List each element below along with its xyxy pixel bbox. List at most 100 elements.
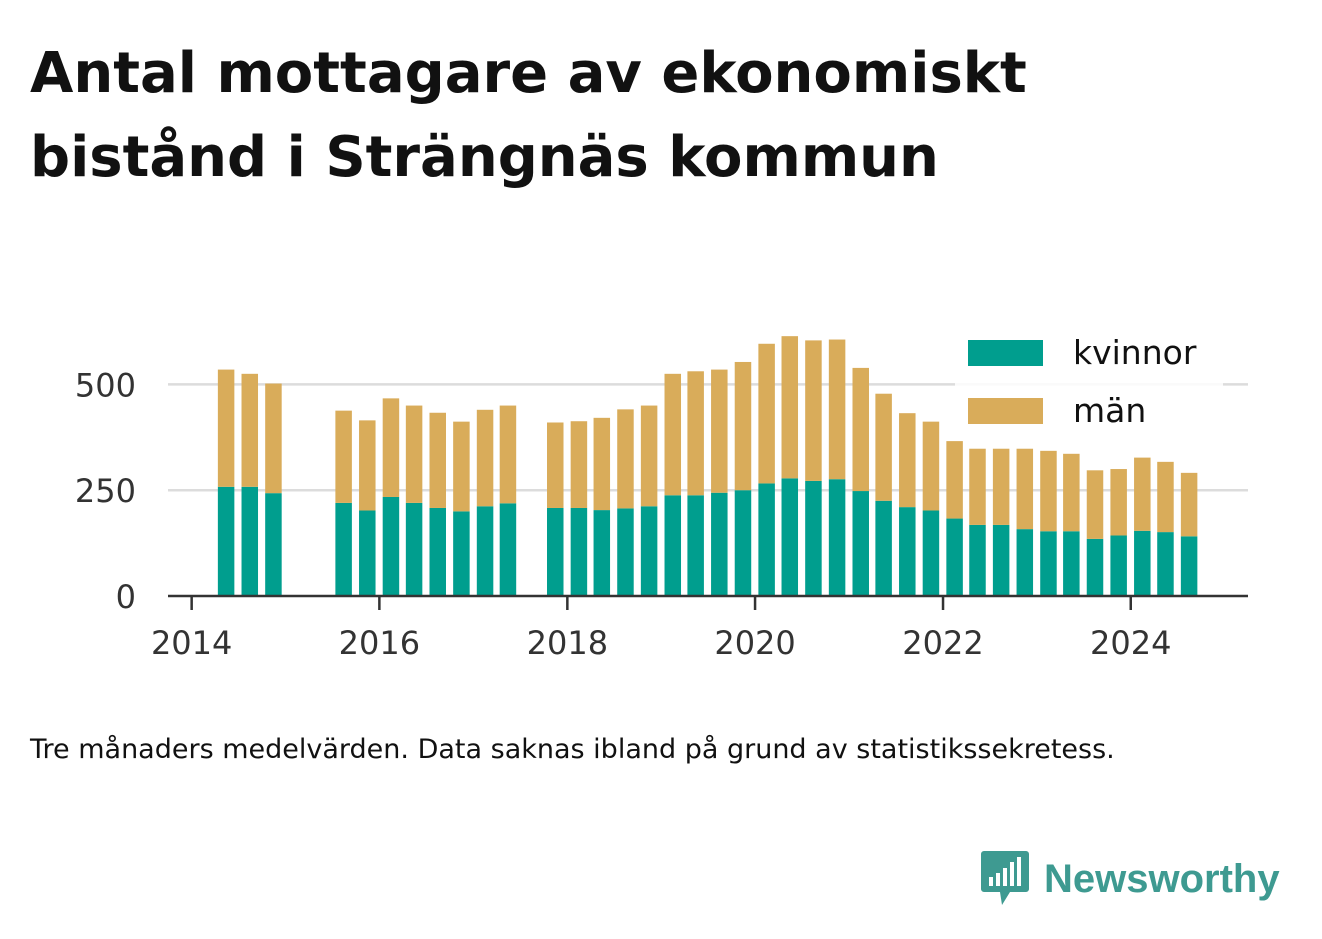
bar-kvinnor-2018-08 <box>617 508 634 596</box>
x-tick-label-2014: 2014 <box>151 624 232 662</box>
bar-man-2023-05 <box>1063 453 1080 532</box>
x-tick-label-2022: 2022 <box>902 624 983 662</box>
bar-kvinnor-2016-08 <box>429 507 446 596</box>
bar-man-2019-11 <box>734 361 752 491</box>
bar-man-2015-11 <box>359 420 376 511</box>
y-tick-label-0: 0 <box>116 578 136 616</box>
legend: kvinnor män <box>955 333 1223 432</box>
bar-man-2022-02 <box>946 441 963 519</box>
bar-man-2022-05 <box>969 448 986 525</box>
bar-kvinnor-2014-08 <box>241 486 259 596</box>
bar-man-2024-05 <box>1157 461 1174 533</box>
bar-kvinnor-2023-05 <box>1063 531 1080 596</box>
legend-label-man: män <box>1073 391 1146 430</box>
bar-man-2022-11 <box>1016 448 1034 530</box>
y-tick-label-250: 250 <box>75 472 136 510</box>
bar-kvinnor-2022-05 <box>969 524 986 596</box>
bar-man-2020-11 <box>828 339 846 480</box>
bar-man-2018-05 <box>593 417 611 511</box>
bar-kvinnor-2018-02 <box>570 507 588 596</box>
x-tick-label-2024: 2024 <box>1090 624 1171 662</box>
bar-kvinnor-2019-05 <box>687 495 704 596</box>
brand-name: Newsworthy <box>1044 856 1280 901</box>
bar-man-2020-08 <box>805 340 822 481</box>
bar-man-2017-02 <box>476 409 494 507</box>
legend-label-kvinnor: kvinnor <box>1073 333 1197 372</box>
bar-kvinnor-2018-11 <box>640 506 658 596</box>
bar-kvinnor-2016-02 <box>382 496 400 596</box>
x-axis: 2014 2016 2018 2020 2022 2024 <box>151 594 1248 662</box>
bar-kvinnor-2024-08 <box>1180 536 1198 596</box>
bar-kvinnor-2014-05 <box>217 486 235 596</box>
bar-kvinnor-2016-11 <box>453 511 470 596</box>
bar-man-2014-11 <box>265 383 282 494</box>
bar-man-2020-02 <box>758 343 775 484</box>
bar-kvinnor-2020-08 <box>805 480 822 596</box>
brand-logo: Newsworthy <box>980 848 1280 910</box>
bar-kvinnor-2019-08 <box>711 492 728 596</box>
bar-man-2016-05 <box>405 405 423 503</box>
bar-kvinnor-2023-11 <box>1110 535 1127 596</box>
x-tick-label-2016: 2016 <box>339 624 420 662</box>
bar-man-2023-02 <box>1040 450 1057 532</box>
bar-kvinnor-2019-02 <box>664 495 682 596</box>
bar-man-2024-08 <box>1180 472 1198 537</box>
bar-man-2014-08 <box>241 373 259 487</box>
bar-man-2023-08 <box>1086 470 1104 539</box>
bar-kvinnor-2018-05 <box>593 510 611 596</box>
bar-kvinnor-2020-02 <box>758 483 775 596</box>
bars <box>217 336 1198 596</box>
bar-man-2018-02 <box>570 421 588 508</box>
bar-man-2016-02 <box>382 398 400 497</box>
bar-kvinnor-2022-11 <box>1016 529 1034 596</box>
bar-kvinnor-2020-11 <box>828 479 846 596</box>
bar-man-2017-11 <box>547 422 564 508</box>
bar-kvinnor-2022-08 <box>992 524 1010 596</box>
bar-kvinnor-2019-11 <box>734 490 752 596</box>
bar-kvinnor-2021-08 <box>899 507 916 596</box>
bar-kvinnor-2024-05 <box>1157 532 1174 596</box>
bar-kvinnor-2024-02 <box>1134 530 1151 596</box>
bar-man-2016-08 <box>429 412 446 508</box>
stacked-bar-chart: 2014 2016 2018 2020 2022 2024 0 250 500 kvinnor… <box>75 333 1248 662</box>
bar-man-2018-11 <box>640 405 658 507</box>
bar-kvinnor-2017-05 <box>499 503 517 596</box>
bar-kvinnor-2015-11 <box>359 510 376 596</box>
bar-kvinnor-2017-11 <box>547 507 564 596</box>
bar-man-2021-02 <box>852 367 869 492</box>
legend-swatch-man <box>968 398 1043 424</box>
bar-kvinnor-2023-02 <box>1040 531 1057 596</box>
bar-man-2023-11 <box>1110 469 1127 536</box>
bar-man-2014-05 <box>217 369 235 487</box>
footnote: Tre månaders medelvärden. Data saknas ib… <box>30 734 1115 765</box>
y-axis-labels: 0 250 500 <box>75 366 136 616</box>
bar-chart-logo-icon <box>981 851 1029 905</box>
bar-kvinnor-2020-05 <box>781 478 799 596</box>
bar-man-2021-05 <box>875 393 892 501</box>
bar-kvinnor-2023-08 <box>1086 538 1104 596</box>
bar-man-2019-02 <box>664 373 682 496</box>
bar-kvinnor-2021-11 <box>922 510 940 596</box>
bar-kvinnor-2015-08 <box>335 502 352 596</box>
bar-man-2020-05 <box>781 336 799 479</box>
bar-man-2016-11 <box>453 421 470 512</box>
bar-kvinnor-2016-05 <box>405 502 423 596</box>
bar-man-2021-08 <box>899 413 916 508</box>
bar-man-2022-08 <box>992 448 1010 525</box>
y-tick-label-500: 500 <box>75 366 136 404</box>
bar-kvinnor-2017-02 <box>476 506 494 596</box>
bar-man-2021-11 <box>922 421 940 511</box>
bar-kvinnor-2014-11 <box>265 493 282 596</box>
bar-man-2018-08 <box>617 409 634 509</box>
bar-man-2017-05 <box>499 405 517 504</box>
bar-kvinnor-2021-02 <box>852 491 869 596</box>
x-tick-label-2020: 2020 <box>714 624 795 662</box>
legend-swatch-kvinnor <box>968 340 1043 366</box>
bar-kvinnor-2021-05 <box>875 500 892 596</box>
bar-man-2019-05 <box>687 371 704 496</box>
bar-man-2024-02 <box>1134 457 1151 531</box>
chart-title: Antal mottagare av ekonomiskt bistånd i … <box>30 41 1027 190</box>
bar-man-2019-08 <box>711 369 728 493</box>
x-tick-label-2018: 2018 <box>527 624 608 662</box>
bar-man-2015-08 <box>335 410 352 503</box>
